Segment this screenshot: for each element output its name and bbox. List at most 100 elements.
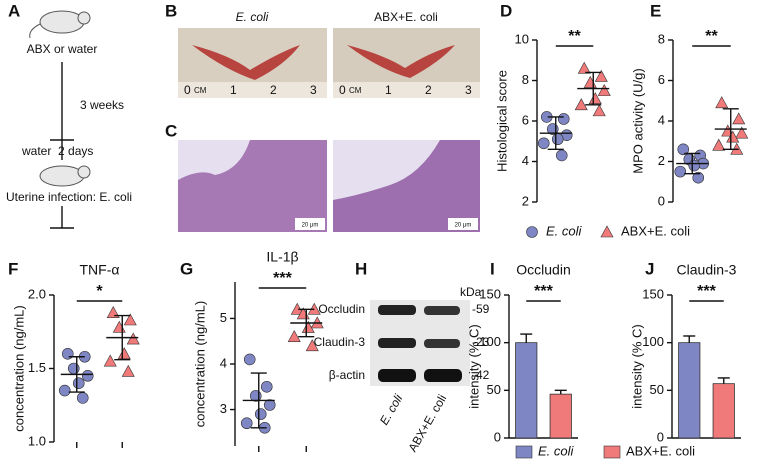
ruler-label: CM (349, 86, 362, 95)
lumen (333, 140, 440, 200)
y-tick-label: 2 (522, 193, 529, 208)
ruler-label: 2 (270, 83, 277, 97)
mouse-icon (39, 165, 91, 187)
y-tick-label: 0 (658, 193, 665, 208)
point (583, 75, 597, 88)
legend-label: E. coli (538, 443, 575, 458)
y-axis-label: MPO activity (U/g) (630, 68, 645, 173)
point (254, 408, 267, 420)
y-axis-label: intensity (% C) (466, 324, 481, 409)
chart-title: IL-1β (266, 249, 298, 265)
ruler-label: 0 (339, 83, 346, 97)
blot-unit: kDa (460, 285, 482, 299)
point (301, 320, 315, 333)
point (305, 339, 319, 352)
point (537, 137, 550, 150)
band (378, 305, 416, 315)
band-size: -42 (472, 368, 490, 382)
tissue (192, 45, 300, 80)
band-size: -23 (472, 335, 490, 349)
point (732, 112, 746, 125)
y-axis-label: intensity (% C) (629, 324, 644, 409)
y-tick-label: 5 (220, 310, 227, 325)
point (243, 353, 256, 366)
y-axis-label: Histological score (494, 70, 509, 172)
point (674, 165, 687, 178)
significance: ** (568, 28, 581, 45)
ruler-label: 1 (385, 83, 392, 97)
mouse-icon (29, 10, 91, 39)
point (726, 130, 740, 143)
bar (678, 342, 701, 439)
point (249, 390, 262, 402)
point (263, 399, 276, 411)
y-tick-label: 50 (487, 382, 501, 397)
point (735, 126, 749, 139)
point (594, 69, 608, 82)
point (76, 392, 89, 404)
panel-label: E (650, 1, 661, 20)
ruler-label: 0 (184, 83, 191, 97)
point (715, 96, 729, 109)
y-tick-label: 2 (658, 153, 665, 168)
significance: * (96, 283, 103, 300)
legend-marker (526, 226, 538, 238)
scale-bar: 20 μm (302, 223, 319, 229)
y-tick-label: 4 (522, 153, 529, 168)
tissue (347, 45, 455, 78)
significance: *** (273, 270, 292, 287)
y-tick-label: 6 (658, 72, 665, 87)
band-label: β-actin (329, 368, 365, 382)
panel-label: D (500, 1, 512, 20)
ruler (178, 82, 327, 98)
ruler-label: 1 (230, 83, 237, 97)
point (240, 417, 253, 430)
significance: *** (534, 283, 553, 300)
panel-label: H (355, 259, 367, 278)
band (424, 306, 460, 315)
point (557, 113, 570, 125)
point (126, 332, 140, 345)
point (121, 364, 135, 377)
y-tick-label: 0 (494, 429, 501, 444)
panel-label: B (165, 1, 177, 20)
y-axis-label: concentration (ng/mL) (11, 305, 26, 431)
y-tick-label: 2.0 (28, 286, 46, 301)
y-tick-label: 3 (220, 401, 227, 416)
bar (712, 383, 735, 439)
point (688, 159, 701, 172)
scale-bar-box (295, 218, 325, 230)
diagram-text: Uterine infection: E. coli (6, 190, 132, 204)
significance: ** (705, 28, 718, 45)
diagram-text: water 2 days (21, 144, 93, 158)
ruler-labels: 0 CM 1 2 3 0 CM 1 2 3 (184, 83, 472, 97)
point (103, 354, 117, 367)
band-size: -59 (472, 302, 490, 316)
band (424, 339, 460, 348)
y-tick-label: 8 (522, 72, 529, 87)
legend-label: E. coli (546, 223, 583, 238)
point (551, 133, 564, 146)
point (72, 377, 85, 390)
lane-label: ABX+E. coli (405, 392, 449, 454)
point (287, 330, 301, 342)
point (588, 92, 602, 105)
chart-title: Claudin-3 (677, 262, 737, 278)
panel-label: J (645, 259, 654, 278)
y-tick-label: 100 (642, 334, 664, 349)
point (555, 149, 568, 162)
point (260, 380, 273, 393)
band-label: Claudin-3 (314, 335, 366, 349)
legend-swatch (515, 445, 533, 459)
y-tick-label: 4 (658, 112, 665, 127)
bar (515, 342, 538, 439)
y-tick-label: 1.0 (28, 433, 46, 448)
legend-label: ABX+E. coli (621, 223, 690, 238)
point (67, 362, 80, 375)
y-axis-label: concentration (ng/mL) (192, 301, 207, 427)
y-tick-label: 6 (522, 112, 529, 127)
point (712, 138, 726, 151)
point (677, 143, 690, 156)
y-tick-label: 1.5 (28, 360, 46, 375)
legend-label: ABX+E. coli (626, 443, 695, 458)
